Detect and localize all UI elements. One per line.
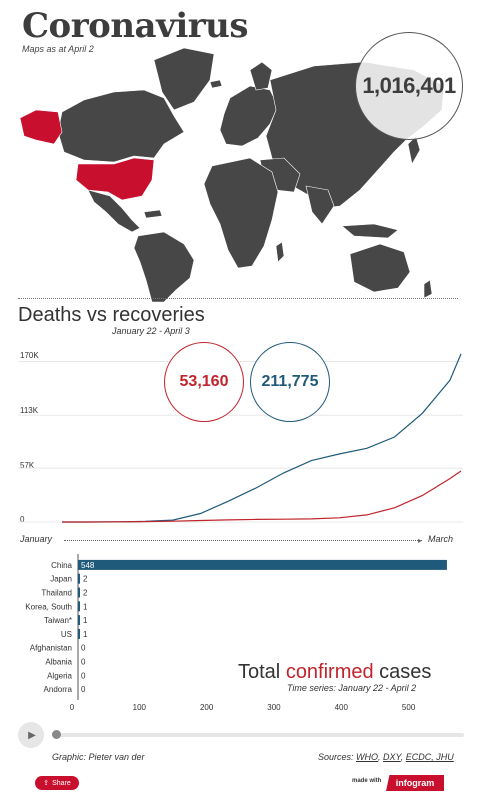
source-link-who[interactable]: WHO bbox=[356, 752, 379, 762]
x-tick-label: 0 bbox=[70, 703, 75, 712]
map-usa bbox=[75, 157, 155, 201]
bar-value-label: 0 bbox=[81, 685, 86, 694]
bar-category-label: Korea, South bbox=[25, 602, 72, 611]
deaths-recoveries-title: Deaths vs recoveries bbox=[18, 304, 205, 326]
x-tick-label: 300 bbox=[267, 703, 281, 712]
graphic-credit: Graphic: Pieter van der bbox=[52, 752, 145, 762]
bar-value-label: 548 bbox=[81, 561, 95, 570]
y-tick-label: 57K bbox=[20, 461, 35, 470]
play-button[interactable]: ▶ bbox=[18, 722, 44, 748]
deaths-recoveries-line-chart bbox=[18, 353, 463, 523]
map-south-america bbox=[133, 231, 195, 302]
recoveries-total-circle: 211,775 bbox=[250, 342, 330, 422]
play-icon: ▶ bbox=[28, 729, 36, 741]
confirmed-cases-subtitle: Time series: January 22 - April 2 bbox=[287, 683, 417, 693]
timeline-track[interactable] bbox=[54, 733, 464, 737]
map-india bbox=[305, 185, 335, 225]
bar-value-label: 0 bbox=[81, 644, 86, 653]
bar-value-label: 1 bbox=[83, 602, 88, 611]
sources-label: Sources: bbox=[318, 752, 357, 762]
timeline-player: ▶ bbox=[18, 722, 464, 748]
arrow-right-icon: ▸ bbox=[418, 536, 423, 545]
recoveries-total-value: 211,775 bbox=[261, 373, 319, 390]
section-divider bbox=[18, 298, 458, 299]
bar-category-label: Taiwan* bbox=[44, 616, 72, 625]
bar-category-label: China bbox=[51, 561, 72, 570]
source-link-ecdc-jhu[interactable]: ECDC, JHU bbox=[405, 752, 454, 762]
bar-value-label: 0 bbox=[81, 671, 86, 680]
map-indonesia bbox=[341, 223, 399, 239]
y-tick-label: 0 bbox=[20, 515, 25, 524]
confirmed-cases-title: Total confirmed cases bbox=[238, 661, 431, 684]
x-tick-label: 500 bbox=[402, 703, 416, 712]
bar bbox=[78, 573, 80, 584]
map-date-subtitle: Maps as at April 2 bbox=[22, 44, 94, 54]
map-greenland bbox=[153, 47, 215, 111]
bar bbox=[78, 615, 80, 626]
infogram-logo[interactable]: infogram bbox=[386, 775, 444, 791]
bar-category-label: Japan bbox=[50, 575, 72, 584]
bar-category-label: Algeria bbox=[47, 671, 72, 680]
x-axis-arrow bbox=[64, 540, 422, 541]
map-iceland bbox=[209, 79, 223, 89]
bar-category-label: US bbox=[61, 630, 72, 639]
x-axis-start-label: January bbox=[20, 534, 53, 544]
deaths-total-circle: 53,160 bbox=[164, 342, 244, 422]
confirmed-cases-bar-chart: China 548 Japan 2 Thailand 2 Korea, South 1 Taiw… bbox=[25, 554, 447, 712]
map-central-america bbox=[87, 189, 141, 233]
bar-value-label: 0 bbox=[81, 658, 86, 667]
page-title: Coronavirus bbox=[22, 6, 249, 46]
sources-credit: Sources: WHO, DXY, ECDC, JHU bbox=[318, 752, 454, 762]
title-highlight: confirmed bbox=[285, 661, 374, 683]
x-axis-end-label: March bbox=[428, 534, 454, 544]
bar-value-label: 2 bbox=[83, 575, 88, 584]
x-tick-label: 200 bbox=[200, 703, 214, 712]
map-madagascar bbox=[275, 241, 285, 263]
source-link-dxy[interactable]: DXY bbox=[383, 752, 401, 762]
bar-value-label: 1 bbox=[83, 616, 88, 625]
map-japan bbox=[407, 135, 421, 165]
total-cases-circle: 1,016,401 bbox=[355, 32, 463, 140]
map-canada bbox=[57, 89, 185, 163]
series-line bbox=[62, 470, 462, 523]
bar bbox=[78, 587, 80, 598]
bar-category-label: Thailand bbox=[41, 589, 72, 598]
x-tick-label: 400 bbox=[335, 703, 349, 712]
share-icon: ⇪ bbox=[43, 780, 50, 787]
bar bbox=[78, 559, 447, 570]
bar bbox=[78, 628, 80, 639]
total-cases-value: 1,016,401 bbox=[362, 73, 456, 98]
map-alaska bbox=[19, 109, 63, 145]
bar-category-label: Afghanistan bbox=[30, 644, 72, 653]
made-with-label: made with bbox=[352, 778, 382, 784]
x-tick-label: 100 bbox=[133, 703, 147, 712]
map-africa bbox=[203, 157, 279, 269]
share-button[interactable]: ⇪ Share bbox=[35, 776, 79, 790]
deaths-recoveries-subtitle: January 22 - April 3 bbox=[112, 326, 190, 336]
bar-value-label: 1 bbox=[83, 630, 88, 639]
bar-category-label: Albania bbox=[45, 658, 72, 667]
timeline-handle[interactable] bbox=[52, 730, 61, 739]
map-australia bbox=[349, 243, 411, 293]
map-caribbean bbox=[143, 209, 163, 219]
bar-value-label: 2 bbox=[83, 589, 88, 598]
share-label: Share bbox=[52, 779, 71, 787]
bar bbox=[78, 601, 80, 612]
title-suffix: cases bbox=[373, 661, 432, 683]
title-prefix: Total bbox=[238, 661, 286, 683]
deaths-total-value: 53,160 bbox=[179, 373, 229, 390]
map-scandinavia bbox=[249, 61, 273, 91]
bar-category-label: Andorra bbox=[44, 685, 73, 694]
y-tick-label: 170K bbox=[20, 351, 39, 360]
y-tick-label: 113K bbox=[20, 406, 39, 415]
map-new-zealand bbox=[423, 279, 433, 299]
